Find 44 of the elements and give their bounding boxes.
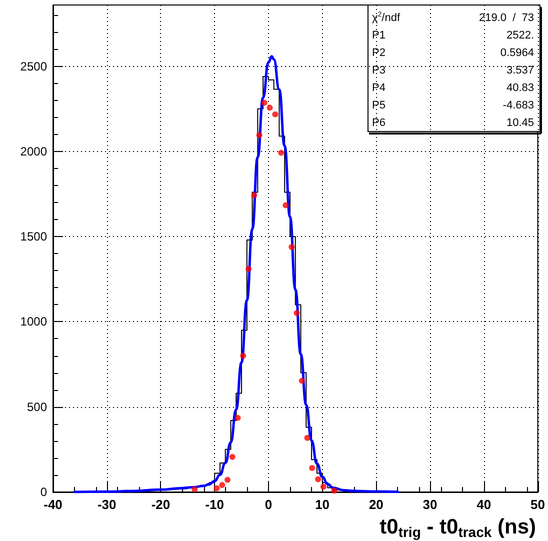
point [294, 310, 300, 316]
y-tick-label: 1000 [20, 314, 48, 329]
x-tick-label: -20 [151, 497, 170, 512]
point [304, 434, 310, 441]
point [266, 104, 273, 111]
point [219, 482, 226, 488]
x-tick-label: 40 [476, 497, 492, 512]
y-tick-label: 2500 [20, 59, 48, 74]
text: P4 40.83 [372, 82, 534, 94]
point [298, 378, 305, 384]
x-tick-label: 20 [368, 497, 384, 512]
text: P2 0.5964 [372, 46, 534, 59]
y-tick-label: 500 [26, 400, 48, 414]
point [272, 111, 278, 118]
x-tick-label: -10 [205, 497, 224, 512]
x-tick-label: 0 [264, 497, 272, 512]
point [256, 132, 262, 138]
text: P1 2522. [372, 29, 534, 42]
y-tick-label: 1500 [20, 230, 48, 244]
x-tick-label: -40 [44, 497, 62, 512]
point [224, 476, 231, 483]
point [234, 414, 241, 421]
point [214, 485, 220, 492]
x-tick-label: -30 [97, 497, 116, 512]
point [261, 100, 268, 106]
text: P6 10.45 [372, 116, 534, 129]
point [240, 352, 246, 359]
point [288, 244, 295, 250]
x-tick-label: 10 [315, 497, 330, 512]
point [315, 476, 322, 482]
point [331, 488, 338, 494]
point [282, 202, 289, 208]
x-tick-label: 30 [422, 497, 438, 512]
y-tick-label: 0 [40, 485, 48, 499]
text: P5 -4.683 [372, 99, 534, 112]
point [251, 192, 258, 198]
point [278, 150, 284, 156]
point [229, 454, 236, 460]
point [192, 486, 198, 492]
point [320, 484, 326, 490]
y-tick-label: 2000 [20, 144, 48, 158]
point [309, 464, 316, 471]
point [246, 266, 252, 272]
x-tick-label: 50 [530, 497, 546, 512]
